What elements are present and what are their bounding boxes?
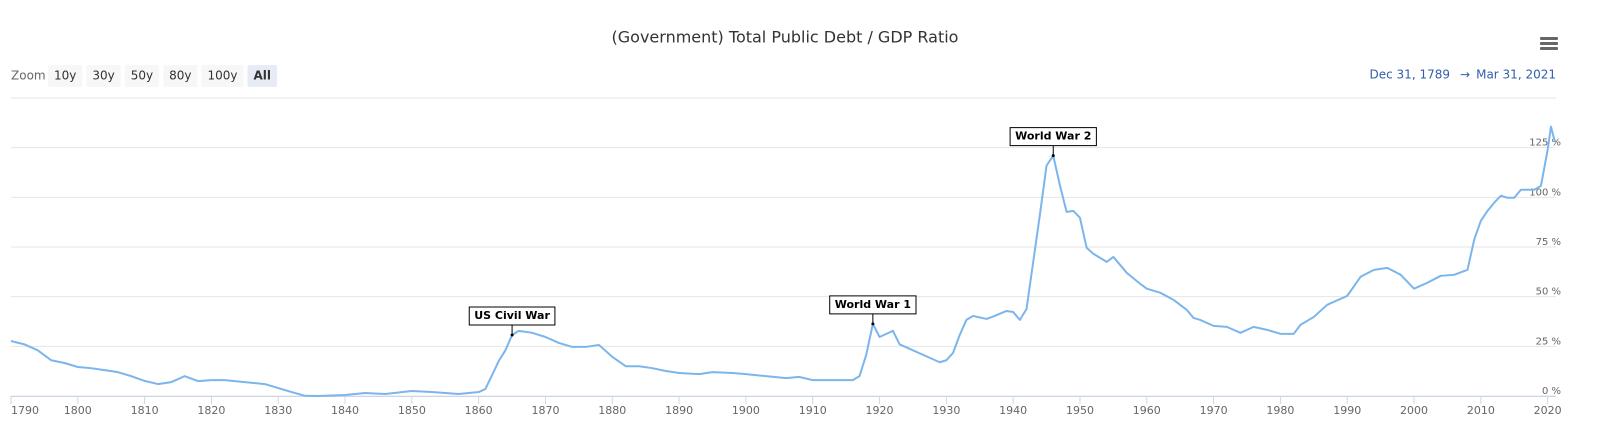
series-line	[10, 125, 1557, 397]
x-tick-label: 1970	[1200, 404, 1228, 417]
range-arrow: →	[1460, 68, 1470, 82]
x-tick-label: 1800	[64, 404, 92, 417]
x-tick-label: 2000	[1400, 404, 1428, 417]
x-tick-label: 1870	[531, 404, 559, 417]
x-tick-label: 1840	[331, 404, 359, 417]
x-tick-label: 2020	[1534, 404, 1562, 417]
y-tick-label: 50 %	[1536, 287, 1561, 298]
zoom-button[interactable]: All	[254, 69, 272, 83]
annotation-label: US Civil War	[474, 309, 550, 322]
x-tick-label: 2010	[1467, 404, 1495, 417]
range-start[interactable]: Dec 31, 1789	[1370, 68, 1450, 82]
zoom-button[interactable]: 80y	[169, 69, 191, 83]
x-tick-label: 1820	[197, 404, 225, 417]
zoom-button-bg[interactable]	[201, 65, 244, 87]
range-end[interactable]: Mar 31, 2021	[1476, 68, 1556, 82]
zoom-buttons: 10y 30y 50y 80y 100y All	[48, 65, 278, 87]
y-tick-label: 100 %	[1529, 187, 1561, 198]
x-tick-label: 1880	[598, 404, 626, 417]
x-tick-label: 1900	[732, 404, 760, 417]
annotation-label: World War 2	[1015, 130, 1091, 143]
annotation-point	[510, 333, 514, 337]
y-tick-label: 25 %	[1536, 336, 1561, 347]
zoom-button-bg[interactable]	[163, 65, 198, 87]
zoom-button-bg[interactable]	[247, 65, 278, 87]
x-tick-label: 1860	[465, 404, 493, 417]
x-tick-label: 1910	[799, 404, 827, 417]
x-tick-label: 1950	[1066, 404, 1094, 417]
zoom-button[interactable]: 100y	[208, 69, 238, 83]
x-tick-label: 1830	[264, 404, 292, 417]
x-tick-label: 1920	[866, 404, 894, 417]
annotation-point	[871, 322, 875, 326]
x-tick-label: 1960	[1133, 404, 1161, 417]
x-tick-label: 1790	[11, 404, 39, 417]
x-tick-label: 1990	[1333, 404, 1361, 417]
y-tick-label: 0 %	[1542, 386, 1561, 397]
zoom-label: Zoom	[11, 69, 46, 83]
menu-icon[interactable]	[1540, 37, 1558, 50]
x-tick-label: 1930	[932, 404, 960, 417]
annotation-point	[1051, 154, 1055, 158]
y-tick-label: 75 %	[1536, 237, 1561, 248]
zoom-button[interactable]: 50y	[131, 69, 153, 83]
annotation-label: World War 1	[835, 298, 911, 311]
chart-title: (Government) Total Public Debt / GDP Rat…	[612, 28, 959, 47]
annotation-box	[468, 306, 556, 326]
x-tick-label: 1980	[1266, 404, 1294, 417]
zoom-button[interactable]: 30y	[92, 69, 114, 83]
annotation-box	[1009, 127, 1097, 147]
x-tick-label: 1890	[665, 404, 693, 417]
zoom-button-bg[interactable]	[48, 65, 83, 87]
x-tick-label: 1810	[131, 404, 159, 417]
x-tick-label: 1850	[398, 404, 426, 417]
zoom-button-bg[interactable]	[124, 65, 160, 87]
annotation-box	[829, 295, 917, 315]
zoom-button[interactable]: 10y	[54, 69, 76, 83]
y-tick-label: 125 %	[1529, 138, 1561, 149]
zoom-button-bg[interactable]	[86, 65, 121, 87]
x-tick-label: 1940	[999, 404, 1027, 417]
